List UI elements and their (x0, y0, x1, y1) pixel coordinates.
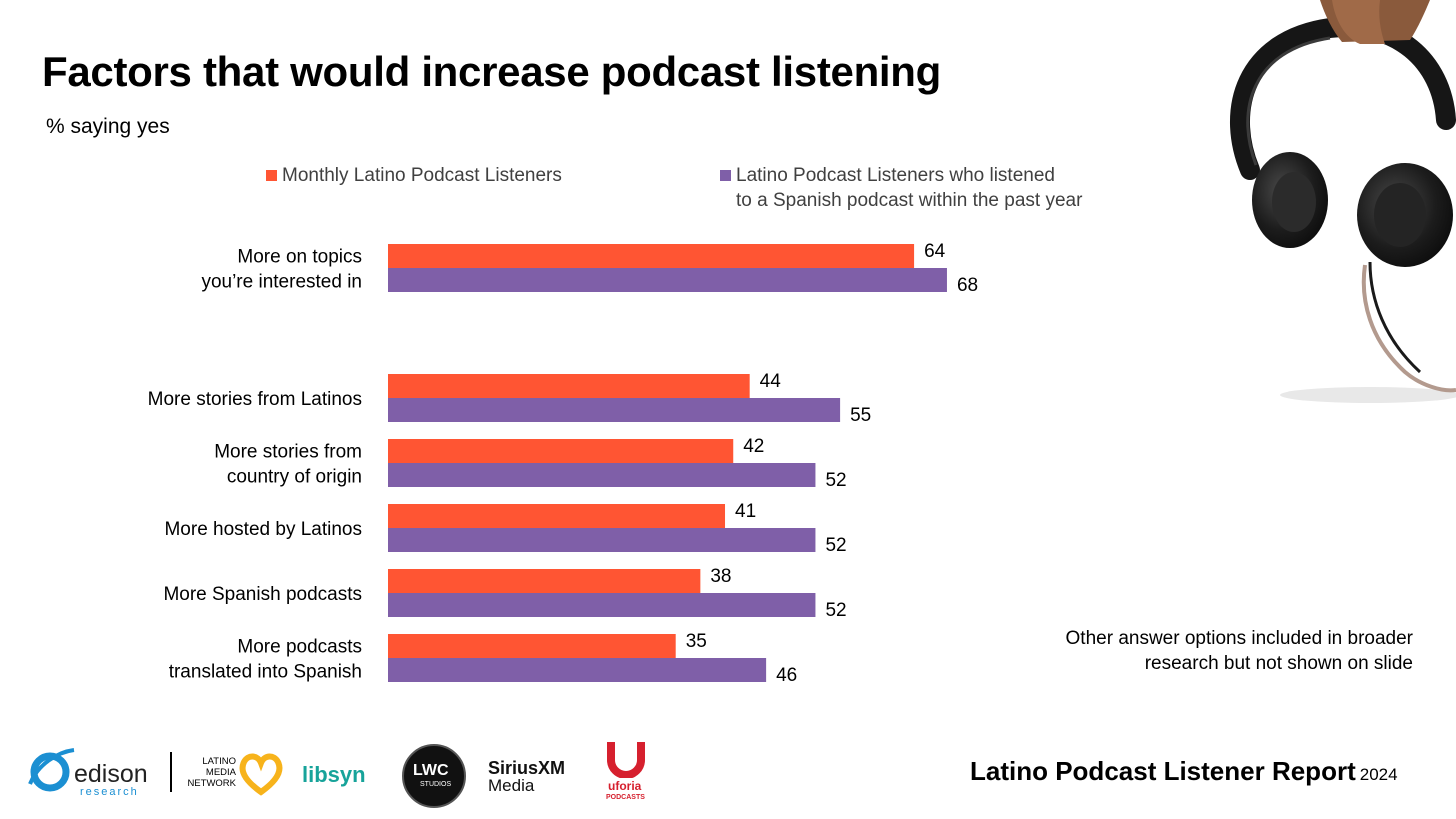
bar (388, 439, 734, 463)
report-year: 2024 (1359, 765, 1398, 784)
heart-icon (239, 753, 283, 796)
headphones-image (1229, 0, 1456, 403)
bar (388, 504, 726, 528)
logo-latino-media-network: LATINO MEDIA NETWORK (186, 750, 286, 796)
bar (388, 463, 816, 487)
bar (388, 398, 841, 422)
legend-item-spanish: Latino Podcast Listeners who listened to… (720, 163, 1082, 213)
bar (388, 244, 915, 268)
bar (388, 658, 767, 682)
legend-swatch-purple (720, 170, 731, 181)
category-label: More stories from country of origin (214, 442, 362, 488)
category-label: More on topics you’re interested in (201, 247, 362, 293)
bar (388, 374, 750, 398)
bar (388, 593, 816, 617)
footnote-line1: Other answer options included in broader (1065, 628, 1413, 649)
data-label: 52 (825, 470, 846, 491)
data-label: 44 (760, 371, 782, 392)
edison-wordmark: edison (74, 760, 148, 788)
logo-edison: edison research (28, 742, 158, 802)
data-label: 42 (743, 436, 764, 457)
data-label: 68 (957, 275, 978, 296)
uforia-u-icon (607, 742, 645, 778)
report-name: Latino Podcast Listener Report (970, 756, 1356, 786)
report-title: Latino Podcast Listener Report 2024 (970, 756, 1398, 787)
category-label: More Spanish podcasts (163, 584, 362, 605)
data-label: 41 (735, 501, 756, 522)
legend-label-spanish-line1: Latino Podcast Listeners who listened (736, 165, 1055, 186)
logo-divider (170, 752, 172, 792)
logo-uforia: uforia PODCASTS (604, 742, 648, 804)
sirius-line2: Media (488, 776, 535, 795)
sirius-line1: SiriusXM (488, 758, 566, 778)
bar (388, 569, 701, 593)
lwc-main: LWC (413, 762, 449, 779)
uforia-wordmark: uforia (608, 779, 642, 793)
legend-swatch-orange (266, 170, 277, 181)
data-label: 35 (686, 631, 707, 652)
uforia-podcasts: PODCASTS (606, 794, 645, 801)
edison-swirl-icon (28, 748, 75, 792)
footnote: Other answer options included in broader… (993, 626, 1413, 676)
lwc-sub: STUDIOS (420, 781, 452, 788)
category-label: More stories from Latinos (148, 389, 362, 410)
logo-siriusxm: SiriusXM Media (488, 758, 588, 798)
chart-subtitle: % saying yes (46, 115, 170, 138)
data-label: 52 (825, 600, 846, 621)
data-label: 52 (825, 535, 846, 556)
edison-sub: research (80, 786, 139, 798)
legend-label-spanish-line2: to a Spanish podcast within the past yea… (736, 190, 1083, 211)
bar (388, 528, 816, 552)
logo-lwc-studios: LWC STUDIOS (402, 744, 466, 808)
chart-title: Factors that would increase podcast list… (42, 48, 942, 95)
data-label: 38 (710, 566, 731, 587)
lmn-text: LATINO MEDIA NETWORK (187, 756, 236, 789)
bar (388, 268, 947, 292)
data-label: 64 (924, 241, 946, 262)
category-label: More podcasts translated into Spanish (169, 637, 362, 683)
libsyn-wordmark: libsyn (302, 762, 366, 787)
footnote-line2: research but not shown on slide (1144, 653, 1413, 674)
data-label: 46 (776, 665, 797, 686)
data-label: 55 (850, 405, 871, 426)
legend-item-monthly: Monthly Latino Podcast Listeners (266, 163, 562, 188)
legend-label-monthly: Monthly Latino Podcast Listeners (282, 165, 562, 186)
bar (388, 634, 676, 658)
category-label: More hosted by Latinos (164, 519, 362, 540)
